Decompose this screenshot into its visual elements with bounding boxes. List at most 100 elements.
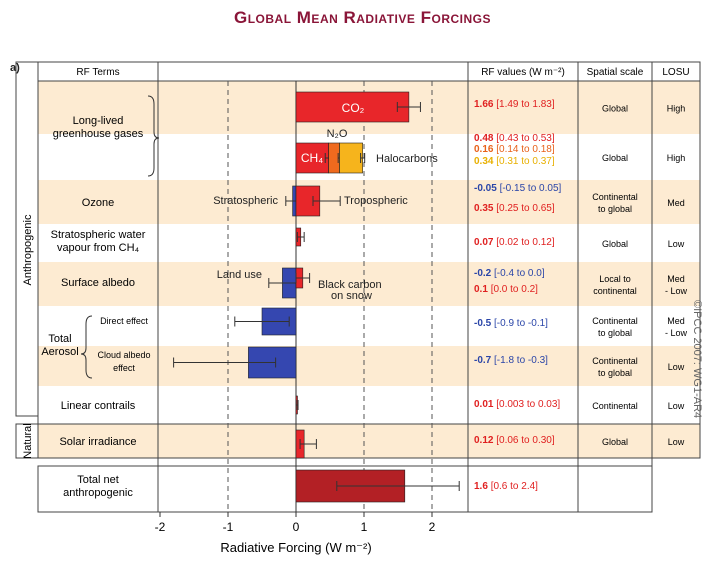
- rf-value-best: 0.12: [474, 435, 496, 446]
- losu-value: Low: [668, 239, 685, 249]
- rf-term-label: effect: [113, 363, 135, 373]
- bar-label-ch4: CH₄: [301, 151, 323, 165]
- bar-label-n2o: N₂O: [327, 128, 348, 140]
- rf-value: 0.01 [0.003 to 0.03]: [474, 399, 560, 410]
- rf-value-range: [0.0 to 0.2]: [491, 284, 538, 295]
- x-tick-label: 0: [293, 520, 300, 534]
- aerosol-label: Total: [48, 333, 71, 345]
- losu-value: Low: [668, 437, 685, 447]
- spatial-scale: Continental: [592, 192, 638, 202]
- bar-halocarbons: [339, 142, 363, 174]
- bar-co-: [295, 91, 410, 123]
- losu-value: Low: [668, 362, 685, 372]
- rf-value: 0.16 [0.14 to 0.18]: [474, 144, 555, 155]
- rf-value: 1.66 [1.49 to 1.83]: [474, 99, 555, 110]
- rf-value-best: 0.07: [474, 237, 496, 248]
- rf-value-range: [-0.9 to -0.1]: [494, 318, 548, 329]
- rf-value-best: 0.35: [474, 203, 496, 214]
- x-axis-unit: (W m⁻²): [325, 540, 372, 555]
- rf-value: 0.07 [0.02 to 0.12]: [474, 237, 555, 248]
- aerosol-brace: [80, 315, 93, 379]
- rf-value-range: [0.31 to 0.37]: [496, 156, 555, 167]
- spatial-scale: Global: [602, 104, 628, 114]
- rf-value: 0.12 [0.06 to 0.30]: [474, 435, 555, 446]
- rf-value-best: 0.48: [474, 133, 496, 144]
- rf-term-label: vapour from CH₄: [57, 242, 140, 254]
- x-tick-label: -2: [155, 520, 166, 534]
- spatial-scale: Global: [602, 239, 628, 249]
- group-frame-natural: [15, 423, 39, 459]
- plot-header-blank: [157, 61, 469, 82]
- spatial-scale: to global: [598, 368, 632, 378]
- rf-term-label: anthropogenic: [63, 487, 133, 499]
- rf-value: 0.1 [0.0 to 0.2]: [474, 284, 538, 295]
- rf-term-label: Solar irradiance: [59, 436, 136, 448]
- rf-term-label: Ozone: [82, 197, 114, 209]
- rf-value-best: 1.66: [474, 99, 496, 110]
- rf-value-best: -0.05: [474, 183, 500, 194]
- rf-value-best: -0.5: [474, 318, 494, 329]
- bar-label-black-carbon: Black carbon: [318, 279, 382, 291]
- losu-value: High: [667, 104, 686, 114]
- row-shading: [38, 262, 700, 306]
- copyright-credit: ©IPCC 2007: WG1-AR4: [691, 300, 703, 419]
- header-rf-terms: RF Terms: [76, 67, 119, 78]
- spatial-scale: Continental: [592, 401, 638, 411]
- rf-value: -0.2 [-0.4 to 0.0]: [474, 268, 545, 279]
- bar-label-co2: CO₂: [342, 101, 365, 115]
- losu-value: Med: [667, 198, 685, 208]
- rf-value: 1.6 [0.6 to 2.4]: [474, 481, 538, 492]
- rf-value: -0.5 [-0.9 to -0.1]: [474, 318, 548, 329]
- rf-term-label: Direct effect: [100, 316, 148, 326]
- rf-term-label: greenhouse gases: [53, 128, 144, 140]
- x-tick-label: -1: [223, 520, 234, 534]
- losu-value: - Low: [665, 328, 688, 338]
- rf-value-range: [-0.15 to 0.05]: [500, 183, 562, 194]
- ghg-brace: [147, 95, 160, 177]
- rf-value: -0.05 [-0.15 to 0.05]: [474, 183, 562, 194]
- group-label-anthropogenic: Anthropogenic: [22, 214, 34, 285]
- rf-term-label: Surface albedo: [61, 277, 135, 289]
- rf-value-range: [-0.4 to 0.0]: [494, 268, 545, 279]
- header-rf-values: RF values (W m⁻²): [481, 67, 565, 78]
- rf-value-best: 1.6: [474, 481, 491, 492]
- group-label-natural: Natural: [22, 423, 34, 458]
- bar-label-stratospheric: Stratospheric: [213, 195, 278, 207]
- spatial-scale: Global: [602, 153, 628, 163]
- bar-label-black-carbon: on snow: [331, 290, 372, 302]
- x-axis-label: Radiative Forcing (W m⁻²): [220, 540, 371, 555]
- row-shading: [38, 180, 700, 224]
- x-tick-label: 2: [429, 520, 436, 534]
- spatial-scale: to global: [598, 204, 632, 214]
- losu-value: - Low: [665, 286, 688, 296]
- panel-label: a): [10, 62, 20, 74]
- rf-term-label: Stratospheric water: [51, 229, 146, 241]
- rf-term-label: Total net: [77, 474, 119, 486]
- rf-value-best: 0.34: [474, 156, 496, 167]
- row-shading: [38, 346, 700, 386]
- rf-value: 0.48 [0.43 to 0.53]: [474, 133, 555, 144]
- losu-value: Low: [668, 401, 685, 411]
- spatial-scale: to global: [598, 328, 632, 338]
- rf-value-range: [0.02 to 0.12]: [496, 237, 555, 248]
- rf-value-range: [0.25 to 0.65]: [496, 203, 555, 214]
- rf-value: 0.34 [0.31 to 0.37]: [474, 156, 555, 167]
- bar-label-halocarbons: Halocarbons: [376, 153, 438, 165]
- rf-value-range: [-1.8 to -0.3]: [494, 355, 548, 366]
- spatial-scale: continental: [593, 286, 637, 296]
- spatial-scale: Continental: [592, 316, 638, 326]
- rf-value-range: [0.6 to 2.4]: [491, 481, 538, 492]
- rf-value-range: [0.14 to 0.18]: [496, 144, 555, 155]
- row-shading: [38, 424, 700, 458]
- spatial-scale: Local to: [599, 274, 631, 284]
- x-tick-label: 1: [361, 520, 368, 534]
- rf-value-best: -0.7: [474, 355, 494, 366]
- bar-label-land-use: Land use: [217, 269, 262, 281]
- losu-value: Med: [667, 274, 685, 284]
- bar-ch-: [295, 142, 329, 174]
- losu-value: High: [667, 153, 686, 163]
- header-spatial-scale: Spatial scale: [587, 67, 644, 78]
- group-frame-anthropogenic: [15, 61, 39, 417]
- rf-term-label: Linear contrails: [61, 400, 136, 412]
